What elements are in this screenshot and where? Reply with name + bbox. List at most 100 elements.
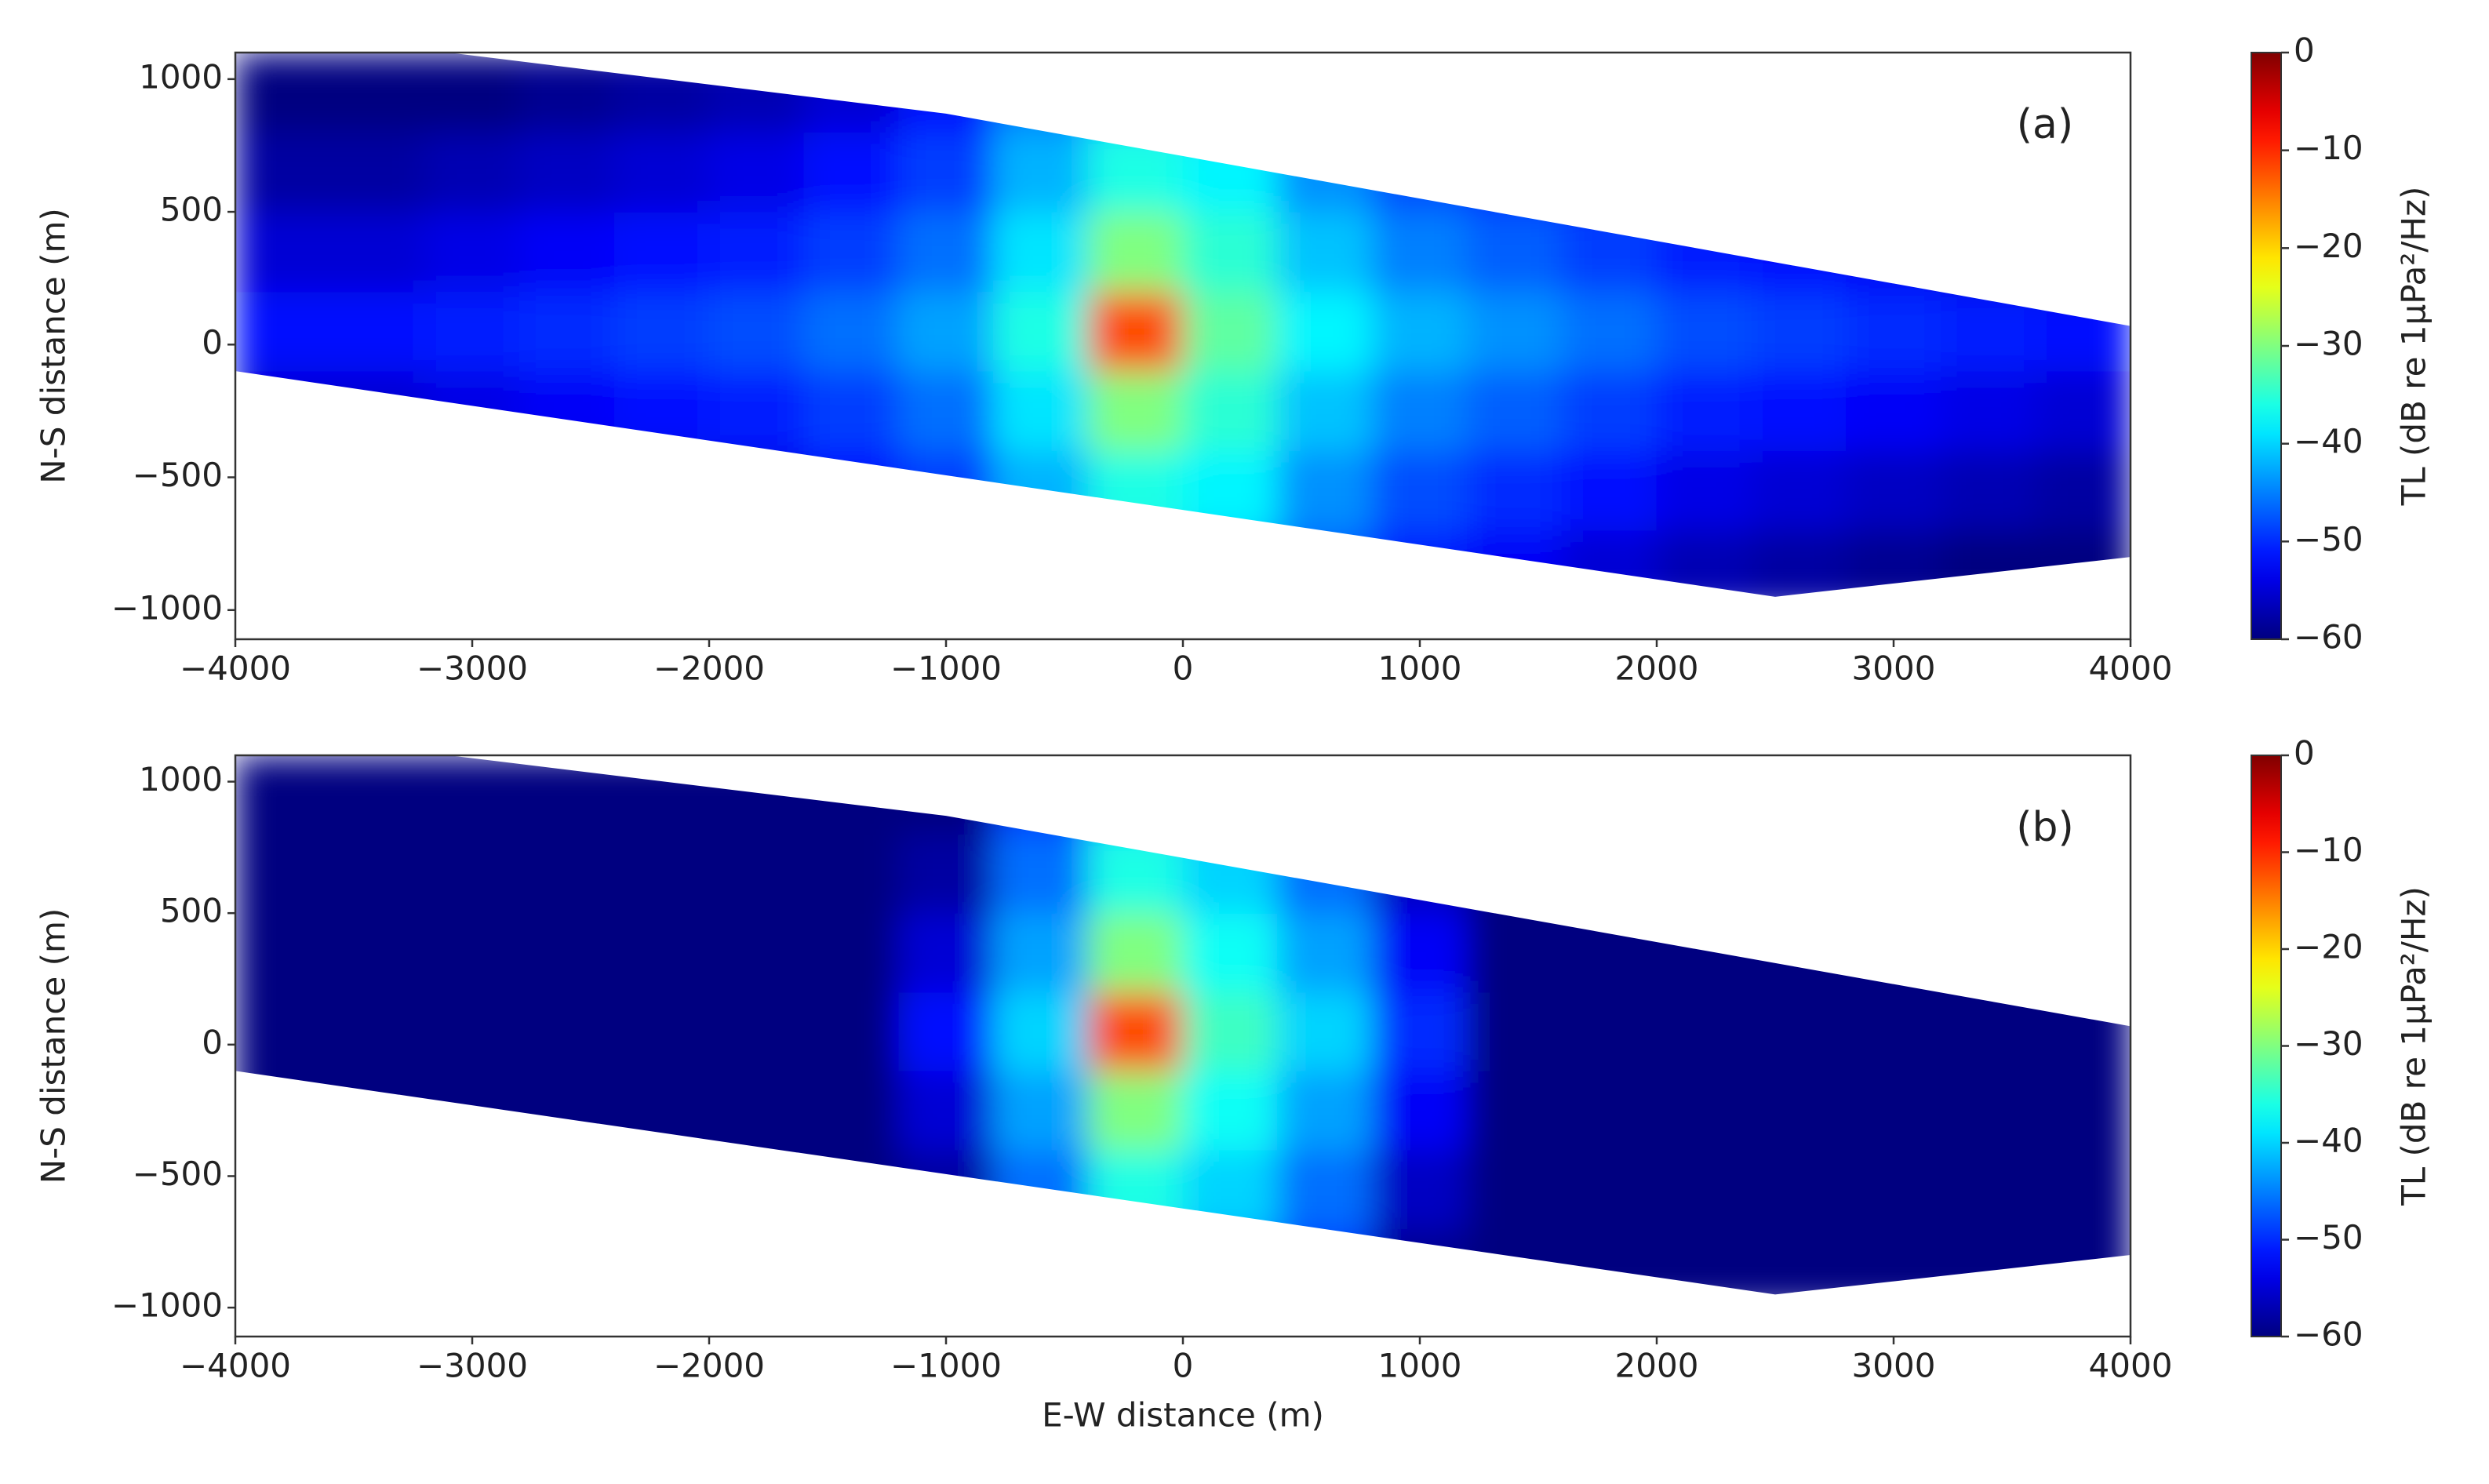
heat-cell [1182, 450, 1279, 531]
heat-cell [1846, 991, 1941, 1071]
heat-cell [1277, 370, 1374, 452]
heat-cell [1372, 912, 1468, 993]
heat-cell [1372, 529, 1468, 597]
heat-cell [1751, 1149, 1847, 1230]
heat-cell [1087, 912, 1184, 993]
heat-cell [1940, 912, 2036, 993]
heat-cell [898, 834, 994, 914]
heat-cell [708, 912, 805, 993]
heat-cell [898, 53, 994, 133]
heat-cell [1846, 132, 1941, 213]
heat-cell [803, 1070, 900, 1151]
heat-cell [1751, 991, 1847, 1071]
heat-cell [1087, 370, 1184, 452]
heat-cell [992, 291, 1089, 372]
heat-cell [1182, 991, 1279, 1071]
heat-cell [1940, 370, 2036, 452]
heat-cell [1182, 291, 1279, 372]
heat-cell [329, 370, 426, 452]
heat-cell [329, 991, 426, 1071]
heat-cell [1277, 211, 1374, 293]
heat-cell [898, 1149, 994, 1230]
x-tick-label: 3000 [1852, 1347, 1936, 1385]
heat-cell [992, 53, 1089, 133]
heat-cell [424, 450, 520, 531]
colorbar-tick-label: −30 [2294, 325, 2363, 363]
heat-cell [898, 991, 994, 1071]
heat-cell [235, 450, 331, 531]
heat-cell [613, 291, 710, 372]
heat-cell [235, 291, 331, 372]
heat-cell [1087, 991, 1184, 1071]
heat-cell [1372, 991, 1468, 1071]
heat-cell [235, 211, 331, 293]
heat-cell [803, 450, 900, 531]
heat-cell [803, 1149, 900, 1230]
heat-cell [708, 132, 805, 213]
x-tick-label: −1000 [890, 649, 1002, 688]
heat-cell [1561, 1228, 1658, 1295]
heat-cell [803, 291, 900, 372]
heat-cell [1466, 53, 1563, 133]
y-tick-label: −1000 [111, 1286, 223, 1325]
heat-cell [1751, 1070, 1847, 1151]
heat-cell [519, 132, 615, 213]
heat-cell [1846, 370, 1941, 452]
y-tick-label: 500 [160, 191, 223, 229]
heat-cell [1940, 291, 2036, 372]
heat-cell [992, 755, 1089, 835]
heat-cell [235, 755, 331, 835]
heatmap-cells [235, 53, 2131, 597]
heat-cell [1656, 1070, 1752, 1151]
heat-cell [1277, 991, 1374, 1071]
heat-cell [1466, 132, 1563, 213]
x-tick-label: 1000 [1378, 1347, 1462, 1385]
heat-cell [992, 834, 1089, 914]
heat-cell [1372, 53, 1468, 133]
heat-cell [803, 834, 900, 914]
heat-cell [613, 529, 710, 597]
heat-cell [1466, 1149, 1563, 1230]
heat-cell [519, 450, 615, 531]
heat-cell [1940, 529, 2036, 597]
heat-cell [235, 1228, 331, 1295]
heat-cell [1182, 370, 1279, 452]
colorbar-tick-label: −30 [2294, 1024, 2363, 1063]
heat-cell [708, 991, 805, 1071]
heat-cell [424, 1149, 520, 1230]
heat-cell [1182, 1149, 1279, 1230]
heat-cell [1182, 755, 1279, 835]
y-axis-label: N-S distance (m) [35, 908, 73, 1184]
heat-cell [1277, 1149, 1374, 1230]
heat-cell [898, 912, 994, 993]
heat-cell [1182, 1070, 1279, 1151]
heat-cell [1087, 211, 1184, 293]
colorbar-tick-label: −50 [2294, 1218, 2363, 1257]
heat-cell [1372, 450, 1468, 531]
heat-cell [992, 370, 1089, 452]
heat-cell [1656, 912, 1752, 993]
heat-cell [1372, 291, 1468, 372]
heat-cell [1561, 1149, 1658, 1230]
heat-cell [519, 1149, 615, 1230]
heat-cell [1561, 291, 1658, 372]
heat-cell [1087, 1149, 1184, 1230]
heat-cell [992, 1070, 1089, 1151]
heat-cell [1846, 211, 1941, 293]
heat-cell [1466, 450, 1563, 531]
heat-cell [1656, 1228, 1752, 1295]
heat-cell [613, 1228, 710, 1295]
heat-cell [1277, 912, 1374, 993]
y-tick-label: 1000 [139, 57, 223, 96]
heat-cell [1940, 1149, 2036, 1230]
heat-cell [1751, 291, 1847, 372]
heat-cell [1656, 529, 1752, 597]
panel-label: (a) [2017, 101, 2073, 148]
heat-cell [1087, 53, 1184, 133]
heat-cell [2035, 1228, 2131, 1295]
heat-cell [1466, 291, 1563, 372]
heat-cell [2035, 370, 2131, 452]
heat-cell [1277, 53, 1374, 133]
heat-cell [329, 1070, 426, 1151]
heat-cell [1846, 1070, 1941, 1151]
